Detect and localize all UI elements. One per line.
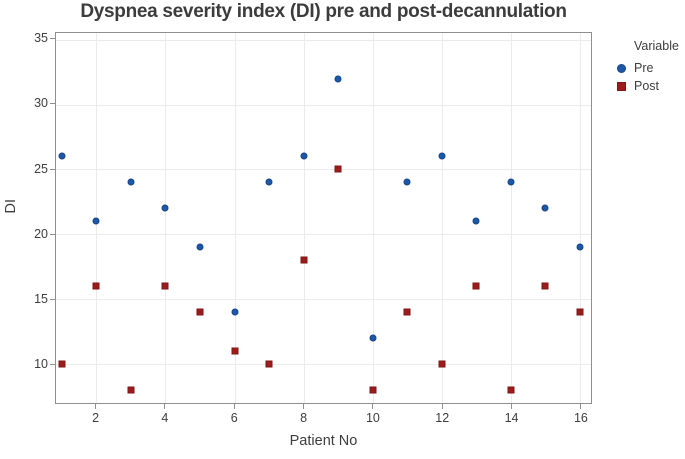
x-tick-label: 4 bbox=[161, 411, 169, 425]
y-tick-mark bbox=[50, 298, 55, 300]
y-gridline bbox=[56, 169, 591, 171]
point-post-patient-3 bbox=[127, 386, 135, 394]
point-post-patient-6 bbox=[231, 347, 239, 355]
y-tick-mark bbox=[50, 168, 55, 170]
point-pre-patient-9 bbox=[334, 75, 342, 83]
y-tick-label: 20 bbox=[34, 226, 48, 241]
y-gridline bbox=[56, 39, 591, 41]
point-post-patient-16 bbox=[576, 308, 584, 316]
x-axis-label: Patient No bbox=[289, 433, 358, 449]
x-tick-label: 2 bbox=[92, 411, 100, 425]
point-post-patient-11 bbox=[403, 308, 411, 316]
x-tick-label: 10 bbox=[365, 411, 380, 425]
point-post-patient-5 bbox=[196, 308, 204, 316]
y-tick-label: 15 bbox=[34, 291, 48, 306]
x-gridline bbox=[579, 33, 581, 403]
point-pre-patient-7 bbox=[265, 178, 273, 186]
point-pre-patient-8 bbox=[300, 152, 308, 160]
y-tick-mark bbox=[50, 38, 55, 40]
point-pre-patient-12 bbox=[438, 152, 446, 160]
y-tick-label: 10 bbox=[34, 357, 48, 372]
y-gridline bbox=[56, 104, 591, 106]
x-gridline bbox=[441, 33, 443, 403]
point-post-patient-14 bbox=[507, 386, 515, 394]
y-tick-label: 30 bbox=[34, 96, 48, 111]
point-pre-patient-3 bbox=[127, 178, 135, 186]
legend-title: Variable bbox=[634, 39, 679, 53]
post-marker-icon bbox=[617, 81, 626, 91]
legend-item-post: Post bbox=[613, 77, 679, 95]
y-gridline bbox=[56, 363, 591, 365]
y-tick-mark bbox=[50, 364, 55, 366]
x-tick-mark bbox=[372, 404, 374, 409]
x-tick-label: 12 bbox=[435, 411, 450, 425]
point-post-patient-2 bbox=[92, 282, 100, 290]
legend-item-pre: Pre bbox=[613, 59, 679, 77]
y-tick-mark bbox=[50, 233, 55, 235]
x-tick-label: 8 bbox=[300, 411, 308, 425]
x-gridline bbox=[303, 33, 305, 403]
y-tick-mark bbox=[50, 103, 55, 105]
x-tick-label: 14 bbox=[504, 411, 519, 425]
point-pre-patient-2 bbox=[92, 217, 100, 225]
y-gridline bbox=[56, 234, 591, 236]
legend-label-pre: Pre bbox=[634, 61, 654, 75]
point-pre-patient-5 bbox=[196, 243, 204, 251]
point-post-patient-15 bbox=[541, 282, 549, 290]
y-tick-label: 25 bbox=[34, 161, 48, 176]
x-gridline bbox=[165, 33, 167, 403]
y-axis-label: DI bbox=[3, 199, 19, 214]
x-gridline bbox=[372, 33, 374, 403]
point-pre-patient-14 bbox=[507, 178, 515, 186]
x-tick-mark bbox=[164, 404, 166, 409]
x-tick-mark bbox=[233, 404, 235, 409]
point-pre-patient-13 bbox=[472, 217, 480, 225]
point-pre-patient-10 bbox=[369, 334, 377, 342]
x-gridline bbox=[234, 33, 236, 403]
y-tick-label: 35 bbox=[34, 31, 48, 46]
x-tick-label: 16 bbox=[573, 411, 588, 425]
point-pre-patient-6 bbox=[231, 308, 239, 316]
x-tick-mark bbox=[303, 404, 305, 409]
legend-label-post: Post bbox=[634, 79, 660, 93]
pre-marker-icon bbox=[617, 63, 626, 73]
x-gridline bbox=[510, 33, 512, 403]
x-tick-mark bbox=[511, 404, 513, 409]
point-post-patient-7 bbox=[265, 360, 273, 368]
point-post-patient-12 bbox=[438, 360, 446, 368]
chart-title: Dyspnea severity index (DI) pre and post… bbox=[80, 1, 567, 22]
point-pre-patient-1 bbox=[58, 152, 66, 160]
point-post-patient-8 bbox=[300, 256, 308, 264]
y-gridline bbox=[56, 298, 591, 300]
point-pre-patient-11 bbox=[403, 178, 411, 186]
point-pre-patient-4 bbox=[161, 204, 169, 212]
x-tick-mark bbox=[441, 404, 443, 409]
point-pre-patient-16 bbox=[576, 243, 584, 251]
point-post-patient-13 bbox=[472, 282, 480, 290]
point-post-patient-1 bbox=[58, 360, 66, 368]
point-post-patient-4 bbox=[161, 282, 169, 290]
point-post-patient-10 bbox=[369, 386, 377, 394]
point-pre-patient-15 bbox=[541, 204, 549, 212]
x-tick-label: 6 bbox=[230, 411, 238, 425]
legend: Variable Pre Post bbox=[613, 39, 679, 95]
plot-area bbox=[55, 32, 592, 404]
x-tick-mark bbox=[580, 404, 582, 409]
x-tick-mark bbox=[95, 404, 97, 409]
point-post-patient-9 bbox=[334, 165, 342, 173]
